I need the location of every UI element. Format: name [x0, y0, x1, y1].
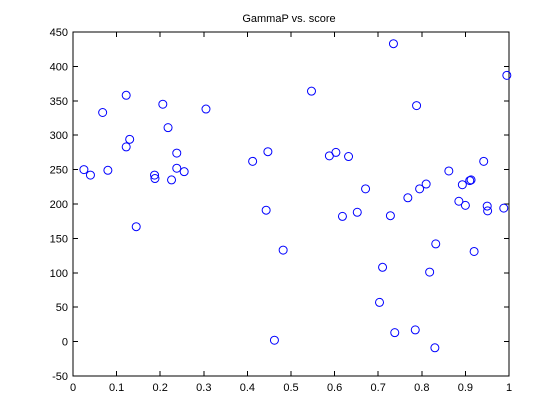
data-point	[79, 165, 89, 175]
x-tick-label: 0.6	[327, 382, 342, 394]
chart-title: GammaP vs. score	[242, 13, 335, 25]
data-point	[337, 211, 347, 221]
data-point	[390, 328, 400, 338]
data-point	[248, 156, 258, 166]
data-point	[466, 175, 476, 185]
data-point	[469, 246, 479, 256]
data-point	[150, 174, 160, 184]
data-point	[201, 104, 211, 114]
data-point	[483, 206, 493, 216]
y-tick-label: 50	[56, 302, 68, 314]
data-point	[421, 179, 431, 189]
data-point	[361, 184, 371, 194]
data-point	[179, 167, 189, 177]
x-tick-label: 0.9	[458, 382, 473, 394]
data-point	[150, 170, 160, 180]
data-point	[306, 86, 316, 96]
data-point	[261, 205, 271, 215]
y-tick-label: 200	[50, 199, 68, 211]
data-point	[278, 245, 288, 255]
data-point	[344, 152, 354, 162]
x-tick-label: 0.5	[283, 382, 298, 394]
data-point	[375, 297, 385, 307]
x-tick-label: 0.2	[153, 382, 168, 394]
data-point	[385, 211, 395, 221]
data-point	[85, 170, 95, 180]
data-point	[167, 175, 177, 185]
data-point	[499, 203, 509, 213]
y-tick-label: -50	[52, 371, 68, 383]
x-tick-label: 0.1	[109, 382, 124, 394]
y-tick-label: 450	[50, 27, 68, 39]
x-tick-label: 0.7	[371, 382, 386, 394]
y-tick-label: 250	[50, 165, 68, 177]
y-tick-label: 350	[50, 96, 68, 108]
y-tick-label: 100	[50, 268, 68, 280]
data-point	[172, 148, 182, 158]
data-point	[172, 163, 182, 173]
data-points	[79, 39, 512, 353]
data-point	[425, 267, 435, 277]
data-point	[98, 107, 108, 117]
y-tick-label: 400	[50, 61, 68, 73]
data-point	[403, 193, 413, 203]
x-tick-label: 1	[506, 382, 512, 394]
data-point	[378, 262, 388, 272]
y-tick-label: 150	[50, 233, 68, 245]
data-point	[454, 196, 464, 206]
x-tick-label: 0	[70, 382, 76, 394]
plot-axes: 0 0.1 0.2 0.3 0.4 0.5 0.6 0.7 0.8 0.9 1-5005010015…	[50, 27, 512, 394]
data-point	[121, 142, 131, 152]
data-point	[388, 39, 398, 49]
data-point	[460, 200, 470, 210]
data-point	[457, 180, 467, 190]
x-tick-label: 0.4	[240, 382, 255, 394]
y-tick-label: 0	[62, 337, 68, 349]
x-tick-label: 0.3	[196, 382, 211, 394]
x-tick-label: 0.8	[414, 382, 429, 394]
data-point	[431, 239, 441, 249]
plot-frame	[72, 31, 510, 377]
data-point	[410, 325, 420, 335]
data-point	[121, 90, 131, 100]
data-point	[479, 156, 489, 166]
data-point	[131, 222, 141, 232]
data-point	[331, 147, 341, 157]
data-point	[444, 166, 454, 176]
data-point	[158, 99, 168, 109]
data-point	[482, 201, 492, 211]
data-point	[125, 134, 135, 144]
data-point	[465, 176, 475, 186]
data-point	[352, 207, 362, 217]
data-point	[412, 101, 422, 111]
data-point	[430, 343, 440, 353]
data-point	[502, 70, 512, 80]
data-point	[269, 335, 279, 345]
y-tick-label: 300	[50, 130, 68, 142]
data-point	[263, 147, 273, 157]
data-point	[163, 123, 173, 133]
data-point	[415, 184, 425, 194]
data-point	[103, 165, 113, 175]
